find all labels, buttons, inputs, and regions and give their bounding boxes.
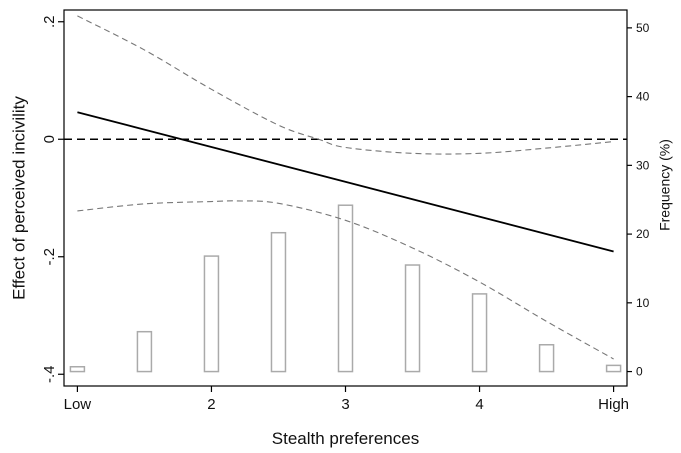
series-lines xyxy=(64,15,627,360)
frequency-bar xyxy=(69,366,86,373)
frequency-bar xyxy=(538,344,555,373)
frequency-bar xyxy=(471,293,488,373)
y-axis-title: Effect of perceived incivility xyxy=(9,96,28,300)
frequency-bars xyxy=(69,204,622,373)
effect-line xyxy=(77,111,614,253)
x-axis-title: Stealth preferences xyxy=(272,429,419,448)
x-tick-label: 2 xyxy=(207,396,215,413)
y2-tick-label: 30 xyxy=(636,158,650,172)
frequency-bar xyxy=(337,204,354,373)
y2-axis-title: Frequency (%) xyxy=(657,139,673,231)
x-tick-label: Low xyxy=(64,396,92,413)
y-tick-label: 0 xyxy=(41,135,58,143)
x-tick-label: 4 xyxy=(475,396,483,413)
y2-tick-label: 20 xyxy=(636,227,650,241)
y-tick-label: .2 xyxy=(41,15,58,28)
frequency-bar xyxy=(136,330,153,373)
plot-frame xyxy=(63,9,628,387)
y-tick-label: -.2 xyxy=(41,248,58,266)
y2-tick-label: 0 xyxy=(636,365,643,379)
ci-lower-line xyxy=(77,200,614,360)
frequency-bar xyxy=(605,364,622,373)
y2-tick-label: 40 xyxy=(636,90,650,104)
ci-upper-line xyxy=(77,15,614,155)
y2-tick-label: 50 xyxy=(636,21,650,35)
axes: Low 2 3 4 High .2 0 -.2 -.4 0 10 20 30 40 50 xyxy=(41,15,650,413)
x-tick-label: High xyxy=(598,396,629,413)
frequency-bar xyxy=(404,264,421,373)
frequency-bar xyxy=(203,255,220,373)
y2-tick-label: 10 xyxy=(636,296,650,310)
x-tick-label: 3 xyxy=(341,396,349,413)
frequency-bar xyxy=(270,231,287,373)
plot-border xyxy=(63,9,628,387)
y-tick-label: -.4 xyxy=(41,365,58,383)
